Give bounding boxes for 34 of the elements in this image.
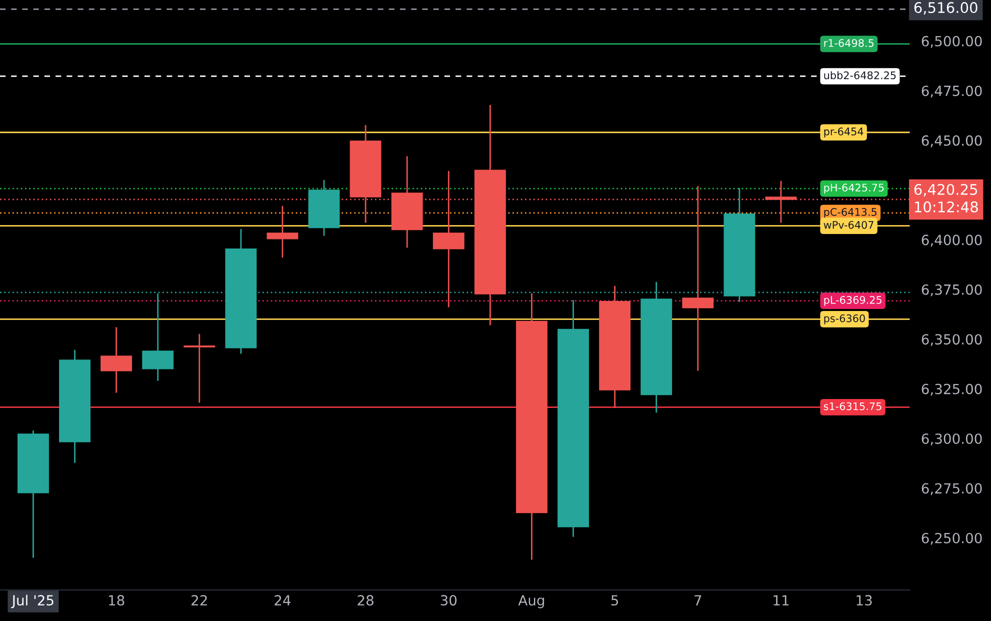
candlestick — [184, 333, 216, 404]
ref-line-label: pC-6413.5 — [824, 208, 876, 218]
x-tick-label: 24 — [274, 595, 291, 606]
x-tick-label: 13 — [856, 595, 872, 606]
x-tick-label: Aug — [518, 595, 544, 608]
ref-line-label: r1-6498.5 — [824, 39, 874, 47]
ref-line-label: pL-6369.25 — [824, 296, 882, 306]
x-tick-label: 18 — [109, 595, 124, 606]
text: 6,516.00 — [914, 2, 978, 15]
x-tick-label: 28 — [358, 595, 374, 606]
ref-line-label: pr-6454 — [824, 128, 864, 138]
y-tick-label: 6,375.00 — [922, 284, 982, 296]
x-tick-label: 22 — [192, 595, 207, 606]
y-tick-label: 6,450.00 — [922, 135, 982, 148]
y-tick-label: 6,350.00 — [922, 334, 982, 346]
ref-line-label: wPv-6407 — [824, 220, 874, 229]
text: 6,420.25 10:12:48 — [914, 184, 978, 212]
x-tick-label: 30 — [440, 595, 457, 606]
ref-line-label: ubb2-6482.25 — [824, 71, 896, 80]
y-tick-label: 6,325.00 — [922, 384, 982, 396]
y-tick-label: 6,400.00 — [922, 234, 982, 247]
y-tick-label: 6,500.00 — [922, 36, 982, 48]
x-tick-label: 5 — [611, 595, 618, 606]
ref-line-label: ps-6360 — [824, 314, 865, 324]
ref-line-label: pH-6425.75 — [824, 184, 884, 194]
y-tick-label: 6,275.00 — [922, 483, 982, 496]
candlestick — [266, 205, 298, 258]
x-tick-label: Jul '25 — [11, 594, 54, 608]
y-tick-label: 6,475.00 — [922, 86, 982, 98]
x-tick-label: 11 — [774, 595, 789, 606]
y-tick-label: 6,300.00 — [922, 433, 982, 446]
ref-line-label: s1-6315.75 — [824, 402, 882, 410]
x-tick-label: 7 — [694, 595, 702, 606]
y-tick-label: 6,250.00 — [922, 532, 982, 545]
